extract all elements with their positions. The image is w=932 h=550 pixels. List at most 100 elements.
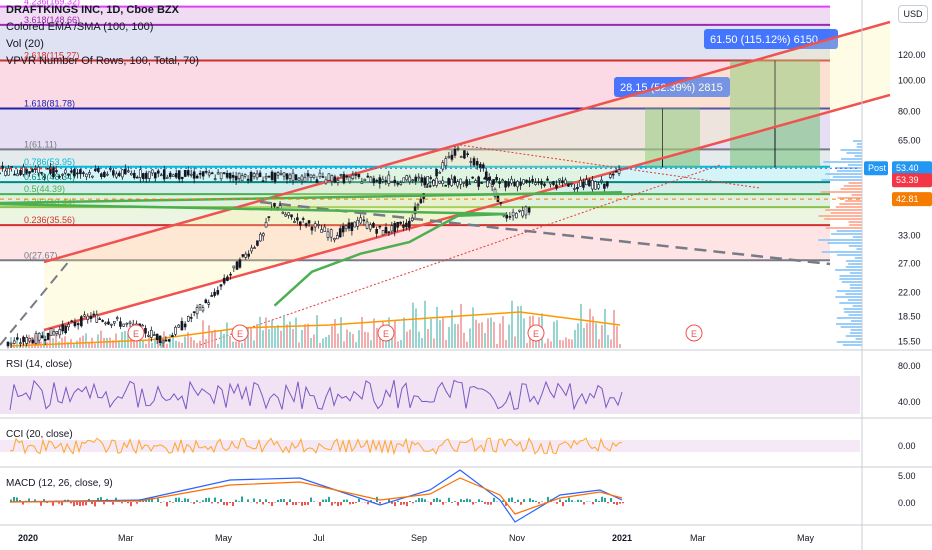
- candle-body: [110, 323, 113, 326]
- macd-histogram-bar: [319, 502, 321, 506]
- macd-histogram-bar: [346, 499, 348, 502]
- candle-body: [387, 174, 391, 184]
- volume-bar: [571, 339, 573, 348]
- volume-bar: [187, 332, 189, 348]
- macd-histogram-bar: [475, 502, 477, 503]
- macd-histogram-bar: [415, 500, 417, 502]
- volume-bar: [205, 339, 207, 348]
- candle-body: [396, 182, 400, 185]
- volume-bar: [196, 343, 198, 348]
- rsi-tick: 80.00: [898, 361, 921, 371]
- candle-body: [549, 182, 552, 185]
- macd-histogram-bar: [610, 497, 612, 502]
- indicator-volume[interactable]: Vol (20): [6, 38, 44, 50]
- volume-bar: [253, 340, 255, 348]
- candle-body: [141, 173, 145, 179]
- candle-body: [489, 179, 492, 184]
- price-badge-label: 53.39: [896, 175, 919, 185]
- candle-body: [73, 321, 77, 327]
- indicator-vpvr[interactable]: VPVR Number Of Rows, 100, Total, 70): [6, 55, 199, 67]
- volume-bar: [139, 334, 141, 348]
- volume-bar: [565, 337, 567, 348]
- macd-line: [9, 469, 623, 523]
- macd-histogram-bar: [556, 502, 558, 504]
- volume-bar: [343, 341, 345, 348]
- volume-bar: [583, 327, 585, 348]
- macd-histogram-bar: [70, 502, 72, 504]
- volume-bar: [586, 323, 588, 348]
- macd-histogram-bar: [46, 502, 48, 503]
- vpvr-bar: [845, 293, 862, 295]
- volume-bar: [307, 323, 309, 348]
- candle-body: [317, 224, 320, 226]
- candle-body: [290, 214, 293, 218]
- volume-bar: [397, 341, 399, 348]
- candle-body: [336, 180, 340, 183]
- candle-body: [441, 180, 445, 184]
- vpvr-bar: [839, 203, 862, 205]
- macd-histogram-bar: [193, 502, 195, 504]
- candle-body: [0, 172, 1, 175]
- candle-body: [546, 178, 549, 181]
- macd-histogram-bar: [280, 499, 282, 502]
- candle-body: [94, 168, 97, 172]
- candle-body: [378, 177, 382, 184]
- volume-bar: [241, 343, 243, 348]
- candle-body: [465, 179, 468, 187]
- macd-histogram-bar: [607, 502, 609, 504]
- fib-label: 1.618(81.78): [24, 99, 75, 109]
- y-tick-label: 15.50: [898, 336, 921, 346]
- candle-body: [97, 167, 100, 172]
- macd-histogram-bar: [178, 497, 180, 502]
- volume-bar: [157, 335, 159, 348]
- macd-histogram-bar: [352, 502, 354, 504]
- volume-bar: [67, 341, 69, 348]
- candle-body: [441, 162, 445, 170]
- candle-body: [423, 177, 427, 186]
- candle-body: [320, 229, 323, 233]
- vpvr-bar: [848, 221, 862, 223]
- candle-body: [588, 179, 591, 187]
- vpvr-bar: [854, 257, 862, 259]
- macd-histogram-bar: [262, 502, 264, 505]
- vpvr-bar: [835, 206, 862, 208]
- volume-bar: [385, 337, 387, 348]
- vpvr-bar: [825, 173, 862, 175]
- candle-body: [463, 150, 466, 159]
- macd-histogram-bar: [184, 498, 186, 502]
- volume-bar: [496, 343, 498, 348]
- candle-body: [475, 161, 479, 166]
- candle-body: [234, 175, 238, 181]
- earnings-marker: [527, 324, 545, 342]
- macd-tick: 5.00: [898, 471, 916, 481]
- volume-bar: [178, 341, 180, 348]
- candle-body: [307, 220, 311, 224]
- candle-body: [606, 181, 609, 187]
- candle-body: [499, 202, 503, 204]
- volume-bar: [238, 338, 240, 348]
- candle-body: [324, 179, 328, 184]
- candle-body: [375, 229, 378, 234]
- macd-histogram-bar: [79, 502, 81, 506]
- volume-bar: [424, 300, 426, 348]
- currency-button[interactable]: USD: [898, 5, 928, 23]
- candle-body: [55, 170, 58, 173]
- macd-histogram-bar: [325, 499, 327, 502]
- indicator-ema-sma[interactable]: Colored EMA /SMA (100, 100): [6, 21, 154, 33]
- candle-body: [128, 321, 132, 324]
- volume-bar: [376, 327, 378, 348]
- macd-histogram-bar: [406, 502, 408, 507]
- candle-body: [528, 180, 531, 183]
- candle-body: [381, 178, 385, 182]
- candle-body: [222, 277, 226, 284]
- macd-histogram-bar: [454, 501, 456, 502]
- candle-body: [414, 176, 418, 182]
- candle-body: [40, 172, 43, 174]
- macd-histogram-bar: [511, 497, 513, 502]
- volume-bar: [322, 338, 324, 348]
- candle-body: [180, 176, 184, 180]
- vpvr-bar: [818, 215, 862, 217]
- volume-bar: [592, 316, 594, 348]
- macd-histogram-bar: [478, 499, 480, 502]
